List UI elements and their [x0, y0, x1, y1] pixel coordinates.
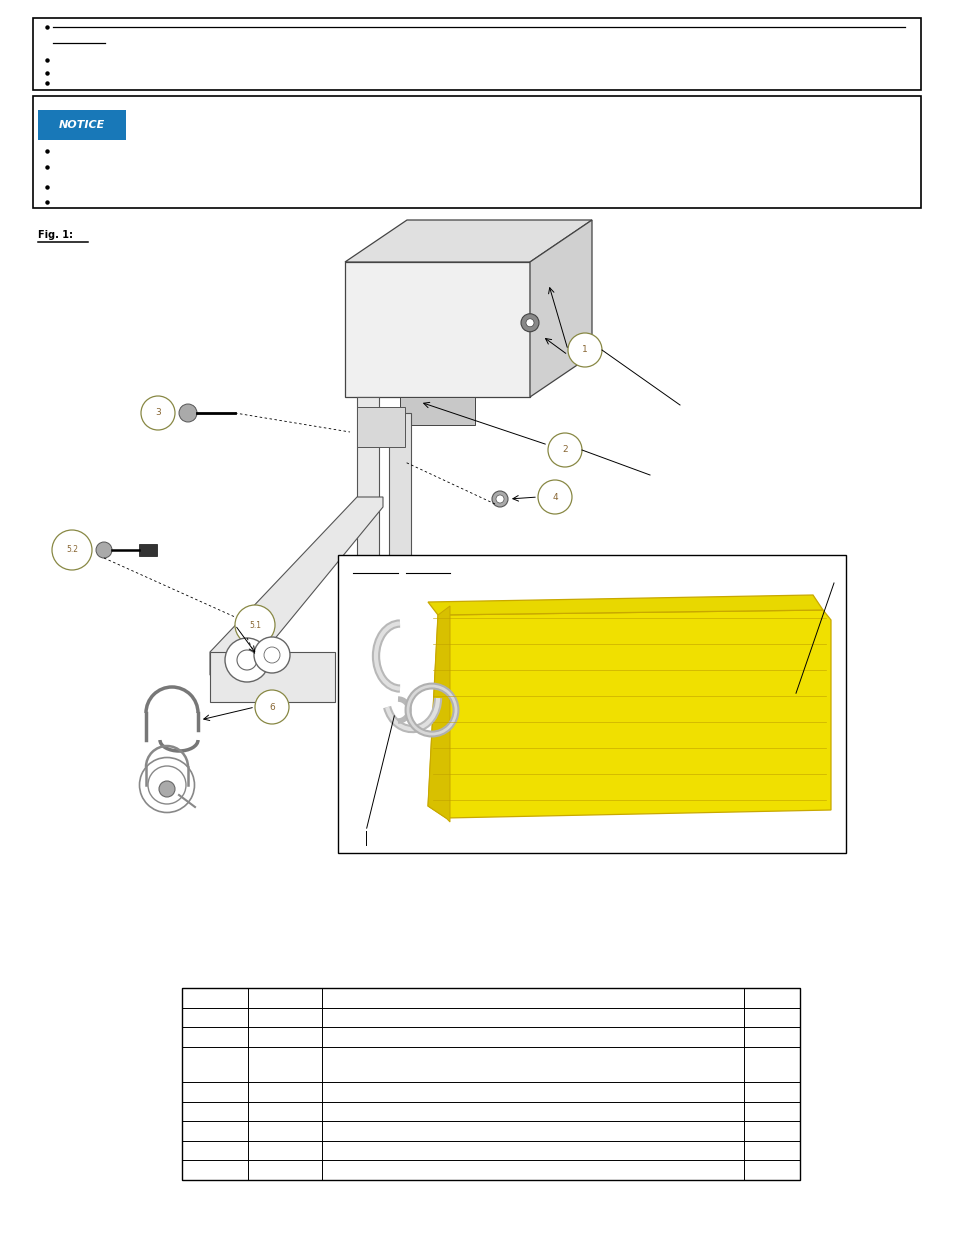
Circle shape	[254, 690, 289, 724]
Circle shape	[264, 647, 280, 663]
Circle shape	[52, 530, 91, 571]
Circle shape	[243, 635, 267, 659]
Polygon shape	[428, 595, 822, 615]
Bar	[182, 988, 800, 1179]
Bar	[139, 543, 157, 556]
Polygon shape	[428, 610, 830, 818]
Bar	[33, 96, 920, 207]
Text: 5.2: 5.2	[66, 546, 78, 555]
Circle shape	[492, 492, 507, 508]
Text: NOTICE: NOTICE	[59, 120, 105, 130]
Circle shape	[253, 637, 290, 673]
Circle shape	[96, 542, 112, 558]
Polygon shape	[530, 220, 592, 396]
Circle shape	[496, 495, 503, 503]
Polygon shape	[210, 496, 382, 676]
Circle shape	[236, 650, 256, 671]
Text: 6: 6	[269, 703, 274, 711]
Circle shape	[179, 404, 196, 422]
Polygon shape	[428, 606, 450, 823]
Text: 4: 4	[552, 493, 558, 501]
Polygon shape	[356, 408, 405, 447]
Text: 3: 3	[155, 409, 161, 417]
Bar	[33, 19, 920, 90]
Polygon shape	[345, 262, 530, 396]
Bar	[389, 412, 411, 557]
Circle shape	[567, 333, 601, 367]
Circle shape	[141, 396, 174, 430]
Bar	[337, 555, 845, 853]
Circle shape	[547, 433, 581, 467]
Bar	[356, 396, 378, 557]
Polygon shape	[210, 652, 335, 701]
Circle shape	[225, 638, 269, 682]
Circle shape	[520, 314, 538, 332]
Polygon shape	[345, 220, 592, 262]
Circle shape	[159, 781, 174, 797]
Polygon shape	[350, 652, 470, 697]
Text: 2: 2	[561, 446, 567, 454]
Text: Fig. 1:: Fig. 1:	[38, 230, 73, 240]
Circle shape	[537, 480, 572, 514]
Polygon shape	[399, 396, 475, 425]
Circle shape	[234, 605, 274, 645]
Circle shape	[525, 319, 534, 327]
Bar	[38, 110, 126, 140]
Text: 5.1: 5.1	[249, 620, 261, 630]
Text: 1: 1	[581, 346, 587, 354]
